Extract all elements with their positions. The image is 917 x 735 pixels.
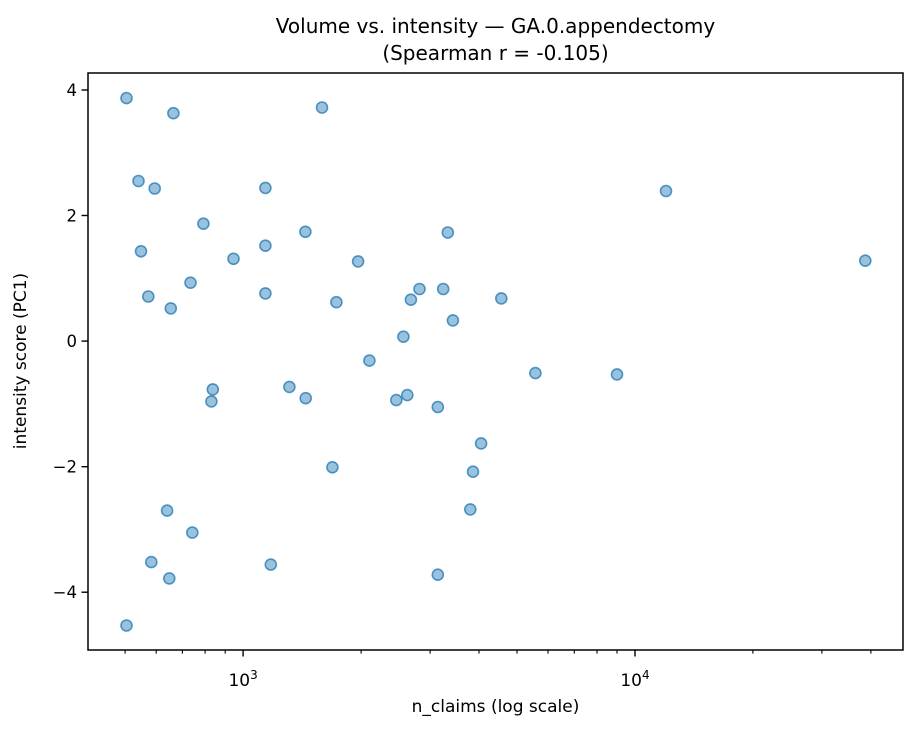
y-tick-label: 4 [67, 81, 78, 100]
data-point [400, 388, 414, 402]
data-point [529, 366, 542, 380]
x-axis-label: n_claims (log scale) [411, 697, 580, 717]
data-point [446, 314, 460, 327]
plot-border [87, 72, 904, 651]
data-point [167, 106, 180, 120]
data-point [441, 226, 455, 239]
data-point [363, 354, 376, 367]
y-tick-label: 2 [67, 206, 78, 225]
data-point [134, 245, 148, 258]
data-point [120, 619, 133, 632]
x-tick-label: 104 [620, 668, 649, 691]
data-point [259, 239, 272, 252]
y-axis-ticks: 4 2 0 −2 −4 [53, 81, 88, 602]
data-point [404, 293, 418, 307]
data-point [186, 526, 199, 539]
data-point [659, 184, 673, 198]
x-axis-major-ticks: 103 104 [228, 650, 650, 691]
data-point [610, 368, 624, 381]
data-point [160, 504, 174, 517]
x-tick-label: 103 [228, 668, 257, 691]
data-point [299, 391, 313, 405]
data-point [326, 460, 339, 474]
chart-title-line2: (Spearman r = -0.105) [382, 41, 609, 65]
data-point [389, 393, 403, 407]
chart-title-line1: Volume vs. intensity — GA.0.appendectomy [275, 14, 716, 38]
x-axis-minor-ticks [124, 650, 872, 654]
data-point [351, 255, 365, 268]
data-point [259, 287, 272, 300]
data-point [163, 572, 176, 585]
data-point [431, 400, 445, 414]
data-point [142, 290, 155, 303]
data-point [227, 252, 240, 266]
data-point [205, 395, 218, 408]
data-point [299, 225, 312, 239]
data-point [132, 174, 145, 188]
data-point [148, 182, 161, 195]
y-tick-label: 0 [67, 332, 78, 351]
data-point [184, 276, 197, 290]
data-point [474, 437, 488, 450]
scatter-points [120, 91, 872, 632]
data-point [145, 555, 158, 569]
data-point [315, 101, 329, 114]
data-point [397, 330, 410, 344]
data-point [466, 465, 480, 479]
data-point [494, 292, 508, 305]
data-point [431, 568, 445, 582]
data-point [413, 282, 426, 296]
data-point [120, 91, 133, 105]
data-point [463, 503, 477, 516]
data-point [330, 295, 343, 309]
chart-title: Volume vs. intensity — GA.0.appendectomy… [88, 13, 903, 67]
y-tick-label: −4 [53, 583, 77, 602]
data-point [206, 383, 220, 396]
data-point [436, 282, 450, 296]
data-point [264, 558, 278, 571]
data-point [283, 380, 296, 394]
data-point [164, 302, 178, 315]
y-tick-label: −2 [53, 457, 77, 476]
data-point [259, 181, 272, 195]
data-point [858, 254, 872, 268]
data-point [197, 217, 210, 230]
